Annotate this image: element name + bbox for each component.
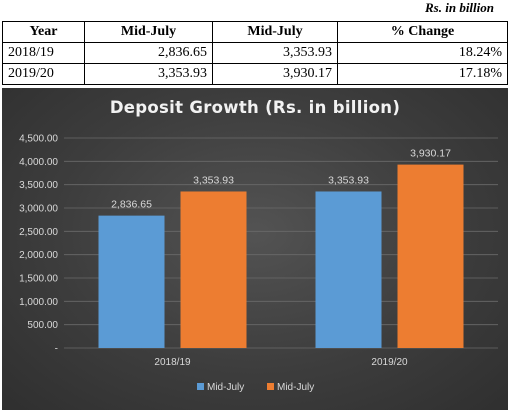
- table-header-row: Year Mid-July Mid-July % Change: [2, 21, 508, 43]
- legend-label: Mid-July: [277, 382, 314, 393]
- y-tick-label: 500.00: [27, 320, 58, 331]
- y-tick-label: 3,500.00: [19, 180, 58, 191]
- y-tick-label: 4,500.00: [19, 134, 58, 145]
- bar: [315, 191, 382, 348]
- bar-chart: - 500.00 1,000.00 1,500.00 2,000.00 2,500.00 3…: [19, 134, 498, 393]
- x-tick-label: 2018/19: [154, 357, 191, 368]
- chart-title: Deposit Growth (Rs. in billion): [109, 98, 401, 117]
- header-mid-july-1: Mid-July: [84, 21, 213, 43]
- data-label: 3,353.93: [328, 174, 369, 186]
- bar: [397, 164, 464, 348]
- header-percent-change: % Change: [337, 21, 508, 43]
- data-label: 3,353.93: [193, 174, 234, 186]
- table-row: 2019/20 3,353.93 3,930.17 17.18%: [2, 63, 508, 85]
- legend-swatch: [267, 383, 274, 390]
- y-tick-label: 2,500.00: [19, 227, 58, 238]
- table-cell: 3,930.17: [212, 63, 338, 85]
- y-tick-label: 4,000.00: [19, 157, 58, 168]
- legend-label: Mid-July: [207, 382, 244, 393]
- table-cell: 17.18%: [337, 63, 508, 85]
- table-cell: 3,353.93: [212, 42, 338, 64]
- header-mid-july-2: Mid-July: [212, 21, 338, 43]
- table-row: 2018/19 2,836.65 3,353.93 18.24%: [2, 42, 508, 64]
- chart-panel: Deposit Growth (Rs. in billion) - 500.00 1…: [2, 88, 508, 410]
- table-cell: 3,353.93: [84, 63, 213, 85]
- y-tick-label: 1,000.00: [19, 297, 58, 308]
- y-tick-label: 2,000.00: [19, 250, 58, 261]
- y-tick-label: -: [55, 344, 58, 355]
- table-cell: 2,836.65: [84, 42, 213, 64]
- data-label: 2,836.65: [111, 199, 152, 211]
- bar: [98, 215, 165, 348]
- table-cell: 2019/20: [2, 63, 85, 85]
- table-cell: 2018/19: [2, 42, 85, 64]
- table-cell: 18.24%: [337, 42, 508, 64]
- summary-table: Year Mid-July Mid-July % Change 2018/19 …: [2, 21, 508, 85]
- legend-swatch: [197, 383, 204, 390]
- unit-note: Rs. in billion: [425, 0, 494, 15]
- y-tick-label: 3,000.00: [19, 204, 58, 215]
- y-tick-label: 1,500.00: [19, 274, 58, 285]
- header-year: Year: [2, 21, 85, 43]
- x-tick-label: 2019/20: [371, 357, 408, 368]
- data-label: 3,930.17: [410, 148, 451, 160]
- bar: [180, 191, 247, 348]
